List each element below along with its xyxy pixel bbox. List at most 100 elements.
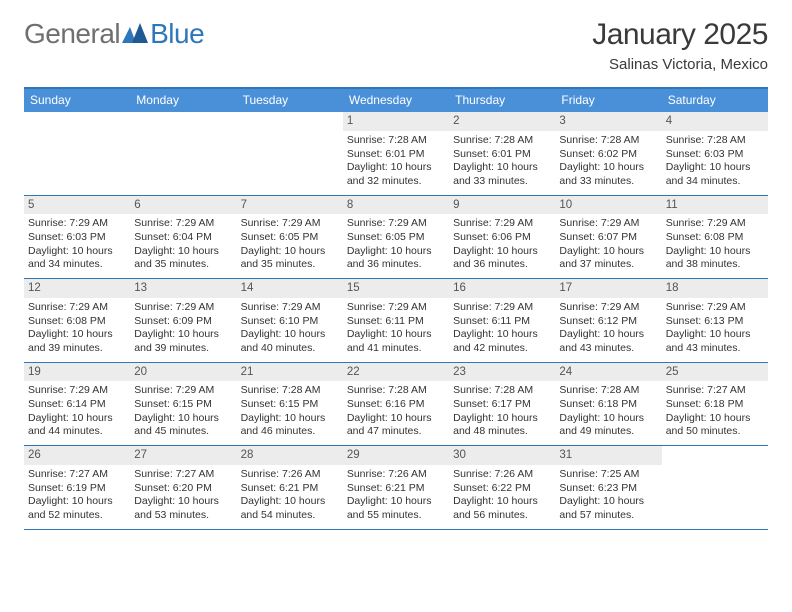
sunset-text: Sunset: 6:01 PM [347, 148, 445, 162]
day-3: 3Sunrise: 7:28 AMSunset: 6:02 PMDaylight… [555, 112, 661, 195]
dow-wednesday: Wednesday [343, 89, 449, 112]
daylight-text: Daylight: 10 hours and 56 minutes. [453, 495, 551, 522]
dow-sunday: Sunday [24, 89, 130, 112]
day-21: 21Sunrise: 7:28 AMSunset: 6:15 PMDayligh… [237, 363, 343, 446]
daylight-text: Daylight: 10 hours and 52 minutes. [28, 495, 126, 522]
day-number: 31 [555, 446, 661, 465]
daylight-text: Daylight: 10 hours and 41 minutes. [347, 328, 445, 355]
sunset-text: Sunset: 6:03 PM [666, 148, 764, 162]
day-30: 30Sunrise: 7:26 AMSunset: 6:22 PMDayligh… [449, 446, 555, 529]
sunset-text: Sunset: 6:12 PM [559, 315, 657, 329]
day-empty: . [130, 112, 236, 195]
logo-text-general: General [24, 18, 120, 50]
day-number: 9 [449, 196, 555, 215]
daylight-text: Daylight: 10 hours and 47 minutes. [347, 412, 445, 439]
day-number: 17 [555, 279, 661, 298]
day-number: 3 [555, 112, 661, 131]
day-13: 13Sunrise: 7:29 AMSunset: 6:09 PMDayligh… [130, 279, 236, 362]
sunrise-text: Sunrise: 7:29 AM [347, 301, 445, 315]
day-number: 6 [130, 196, 236, 215]
day-number: 18 [662, 279, 768, 298]
sunrise-text: Sunrise: 7:26 AM [241, 468, 339, 482]
sunset-text: Sunset: 6:01 PM [453, 148, 551, 162]
day-11: 11Sunrise: 7:29 AMSunset: 6:08 PMDayligh… [662, 196, 768, 279]
day-number: 22 [343, 363, 449, 382]
sunset-text: Sunset: 6:08 PM [28, 315, 126, 329]
calendar-grid: SundayMondayTuesdayWednesdayThursdayFrid… [24, 87, 768, 530]
sunset-text: Sunset: 6:18 PM [559, 398, 657, 412]
week-row: ...1Sunrise: 7:28 AMSunset: 6:01 PMDayli… [24, 112, 768, 196]
sunrise-text: Sunrise: 7:28 AM [347, 134, 445, 148]
day-number: 12 [24, 279, 130, 298]
sunset-text: Sunset: 6:15 PM [241, 398, 339, 412]
sunrise-text: Sunrise: 7:28 AM [347, 384, 445, 398]
daylight-text: Daylight: 10 hours and 55 minutes. [347, 495, 445, 522]
title-block: January 2025 Salinas Victoria, Mexico [592, 18, 768, 73]
day-10: 10 Sunrise: 7:29 AMSunset: 6:07 PMDayligh… [555, 196, 661, 279]
daylight-text: Daylight: 10 hours and 39 minutes. [28, 328, 126, 355]
day-7: 7Sunrise: 7:29 AMSunset: 6:05 PMDaylight… [237, 196, 343, 279]
daylight-text: Daylight: 10 hours and 33 minutes. [559, 161, 657, 188]
day-number: 24 [555, 363, 661, 382]
day-18: 18Sunrise: 7:29 AMSunset: 6:13 PMDayligh… [662, 279, 768, 362]
day-26: 26Sunrise: 7:27 AMSunset: 6:19 PMDayligh… [24, 446, 130, 529]
sunset-text: Sunset: 6:14 PM [28, 398, 126, 412]
day-number: 28 [237, 446, 343, 465]
sunset-text: Sunset: 6:23 PM [559, 482, 657, 496]
sunrise-text: Sunrise: 7:28 AM [453, 134, 551, 148]
day-8: 8Sunrise: 7:29 AMSunset: 6:05 PMDaylight… [343, 196, 449, 279]
sunset-text: Sunset: 6:19 PM [28, 482, 126, 496]
day-number: 19 [24, 363, 130, 382]
day-27: 27Sunrise: 7:27 AMSunset: 6:20 PMDayligh… [130, 446, 236, 529]
dow-saturday: Saturday [662, 89, 768, 112]
day-number: 23 [449, 363, 555, 382]
sunset-text: Sunset: 6:16 PM [347, 398, 445, 412]
sunset-text: Sunset: 6:20 PM [134, 482, 232, 496]
sunset-text: Sunset: 6:07 PM [559, 231, 657, 245]
day-22: 22 Sunrise: 7:28 AMSunset: 6:16 PMDayligh… [343, 363, 449, 446]
sunrise-text: Sunrise: 7:26 AM [453, 468, 551, 482]
day-16: 16Sunrise: 7:29 AMSunset: 6:11 PMDayligh… [449, 279, 555, 362]
day-12: 12Sunrise: 7:29 AMSunset: 6:08 PMDayligh… [24, 279, 130, 362]
sunset-text: Sunset: 6:06 PM [453, 231, 551, 245]
daylight-text: Daylight: 10 hours and 38 minutes. [666, 245, 764, 272]
dow-tuesday: Tuesday [237, 89, 343, 112]
sunset-text: Sunset: 6:08 PM [666, 231, 764, 245]
day-number: 20 [130, 363, 236, 382]
daylight-text: Daylight: 10 hours and 44 minutes. [28, 412, 126, 439]
sunset-text: Sunset: 6:11 PM [347, 315, 445, 329]
daylight-text: Daylight: 10 hours and 46 minutes. [241, 412, 339, 439]
sunrise-text: Sunrise: 7:27 AM [134, 468, 232, 482]
sunset-text: Sunset: 6:18 PM [666, 398, 764, 412]
day-number: 5 [24, 196, 130, 215]
day-23: 23Sunrise: 7:28 AMSunset: 6:17 PMDayligh… [449, 363, 555, 446]
day-number: 26 [24, 446, 130, 465]
calendar-page: General Blue January 2025 Salinas Victor… [0, 0, 792, 530]
day-number: 8 [343, 196, 449, 215]
location-label: Salinas Victoria, Mexico [592, 56, 768, 73]
day-number: 10 [555, 196, 661, 215]
sunset-text: Sunset: 6:02 PM [559, 148, 657, 162]
daylight-text: Daylight: 10 hours and 37 minutes. [559, 245, 657, 272]
day-14: 14Sunrise: 7:29 AMSunset: 6:10 PMDayligh… [237, 279, 343, 362]
logo: General Blue [24, 18, 204, 50]
day-number: 30 [449, 446, 555, 465]
sunset-text: Sunset: 6:11 PM [453, 315, 551, 329]
weeks-container: ...1Sunrise: 7:28 AMSunset: 6:01 PMDayli… [24, 112, 768, 530]
day-4: 4Sunrise: 7:28 AMSunset: 6:03 PMDaylight… [662, 112, 768, 195]
day-empty: . [662, 446, 768, 529]
sunrise-text: Sunrise: 7:29 AM [453, 217, 551, 231]
day-20: 20Sunrise: 7:29 AMSunset: 6:15 PMDayligh… [130, 363, 236, 446]
day-of-week-header: SundayMondayTuesdayWednesdayThursdayFrid… [24, 89, 768, 112]
sunrise-text: Sunrise: 7:29 AM [28, 384, 126, 398]
sunrise-text: Sunrise: 7:28 AM [559, 384, 657, 398]
sunset-text: Sunset: 6:21 PM [241, 482, 339, 496]
daylight-text: Daylight: 10 hours and 48 minutes. [453, 412, 551, 439]
sunset-text: Sunset: 6:05 PM [347, 231, 445, 245]
sunrise-text: Sunrise: 7:29 AM [241, 301, 339, 315]
daylight-text: Daylight: 10 hours and 35 minutes. [134, 245, 232, 272]
daylight-text: Daylight: 10 hours and 53 minutes. [134, 495, 232, 522]
day-2: 2Sunrise: 7:28 AMSunset: 6:01 PMDaylight… [449, 112, 555, 195]
logo-mark-icon [122, 23, 148, 45]
sunrise-text: Sunrise: 7:29 AM [559, 217, 657, 231]
